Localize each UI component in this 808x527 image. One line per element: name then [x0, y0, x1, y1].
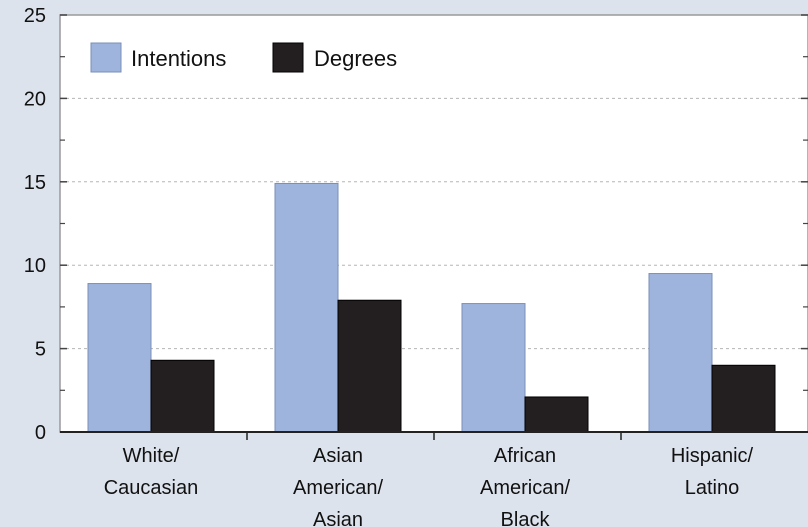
y-tick-label: 15 — [24, 172, 46, 194]
y-tick-label: 5 — [35, 339, 46, 361]
legend-swatch-degrees — [272, 42, 304, 73]
x-category-label: American/ — [293, 477, 383, 499]
legend-swatch-intentions — [90, 42, 122, 73]
bar-intentions-3 — [648, 273, 713, 433]
y-tick-label: 20 — [24, 88, 46, 110]
x-category-label: Asian — [313, 509, 363, 527]
bar-intentions-1 — [274, 182, 339, 433]
x-category-label: Asian — [313, 445, 363, 467]
legend-label-intentions: Intentions — [131, 46, 226, 71]
legend: Intentions Degrees — [90, 42, 397, 73]
bar-degrees-2 — [524, 396, 589, 433]
x-category-label: Caucasian — [104, 477, 199, 499]
x-category-label: African — [494, 445, 556, 467]
bar-degrees-0 — [150, 359, 215, 433]
x-axis: White/Caucasian Asian American/Asian Africa… — [104, 445, 754, 527]
y-tick-label: 25 — [24, 5, 46, 27]
y-axis: 0 5 10 15 20 25 — [24, 5, 808, 444]
x-category-label: Hispanic/ — [671, 445, 754, 467]
x-category-label: White/ — [123, 445, 180, 467]
bar-degrees-3 — [711, 364, 776, 433]
y-tick-label: 10 — [24, 255, 46, 277]
x-category-label: Black — [501, 509, 551, 527]
x-category-label: Latino — [685, 477, 740, 499]
y-tick-label: 0 — [35, 422, 46, 444]
bars — [87, 182, 776, 440]
bar-intentions-0 — [87, 283, 152, 433]
bar-intentions-2 — [461, 303, 526, 433]
legend-label-degrees: Degrees — [314, 46, 397, 71]
grid-lines — [60, 97, 808, 350]
bar-degrees-1 — [337, 299, 402, 433]
x-category-label: American/ — [480, 477, 570, 499]
